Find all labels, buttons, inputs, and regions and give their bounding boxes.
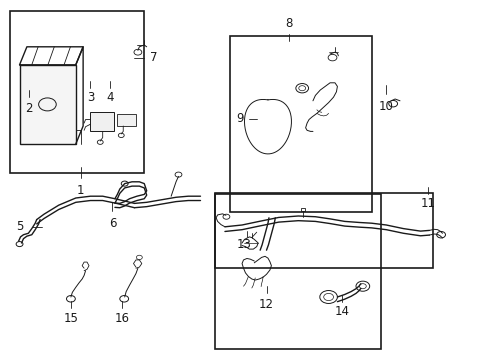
Bar [90, 112, 114, 131]
Bar [215, 194, 381, 349]
Text: 3: 3 [86, 91, 94, 104]
Bar [215, 193, 432, 268]
Bar [301, 208, 305, 211]
Bar [229, 36, 371, 212]
Bar [117, 114, 136, 126]
Text: 7: 7 [150, 51, 158, 64]
Text: 2: 2 [25, 102, 33, 114]
Text: 5: 5 [16, 220, 23, 233]
Text: 14: 14 [334, 305, 349, 318]
Text: 13: 13 [237, 238, 251, 251]
Text: 10: 10 [378, 100, 393, 113]
Bar [20, 65, 76, 144]
Text: 6: 6 [108, 217, 116, 230]
Bar [10, 11, 144, 173]
Text: 4: 4 [106, 91, 114, 104]
Text: 8: 8 [284, 17, 292, 30]
Text: 9: 9 [235, 112, 243, 125]
Text: 1: 1 [77, 184, 84, 197]
Text: 15: 15 [63, 312, 78, 325]
Text: 12: 12 [259, 298, 273, 311]
Text: 11: 11 [420, 197, 434, 210]
Text: 16: 16 [115, 312, 129, 325]
